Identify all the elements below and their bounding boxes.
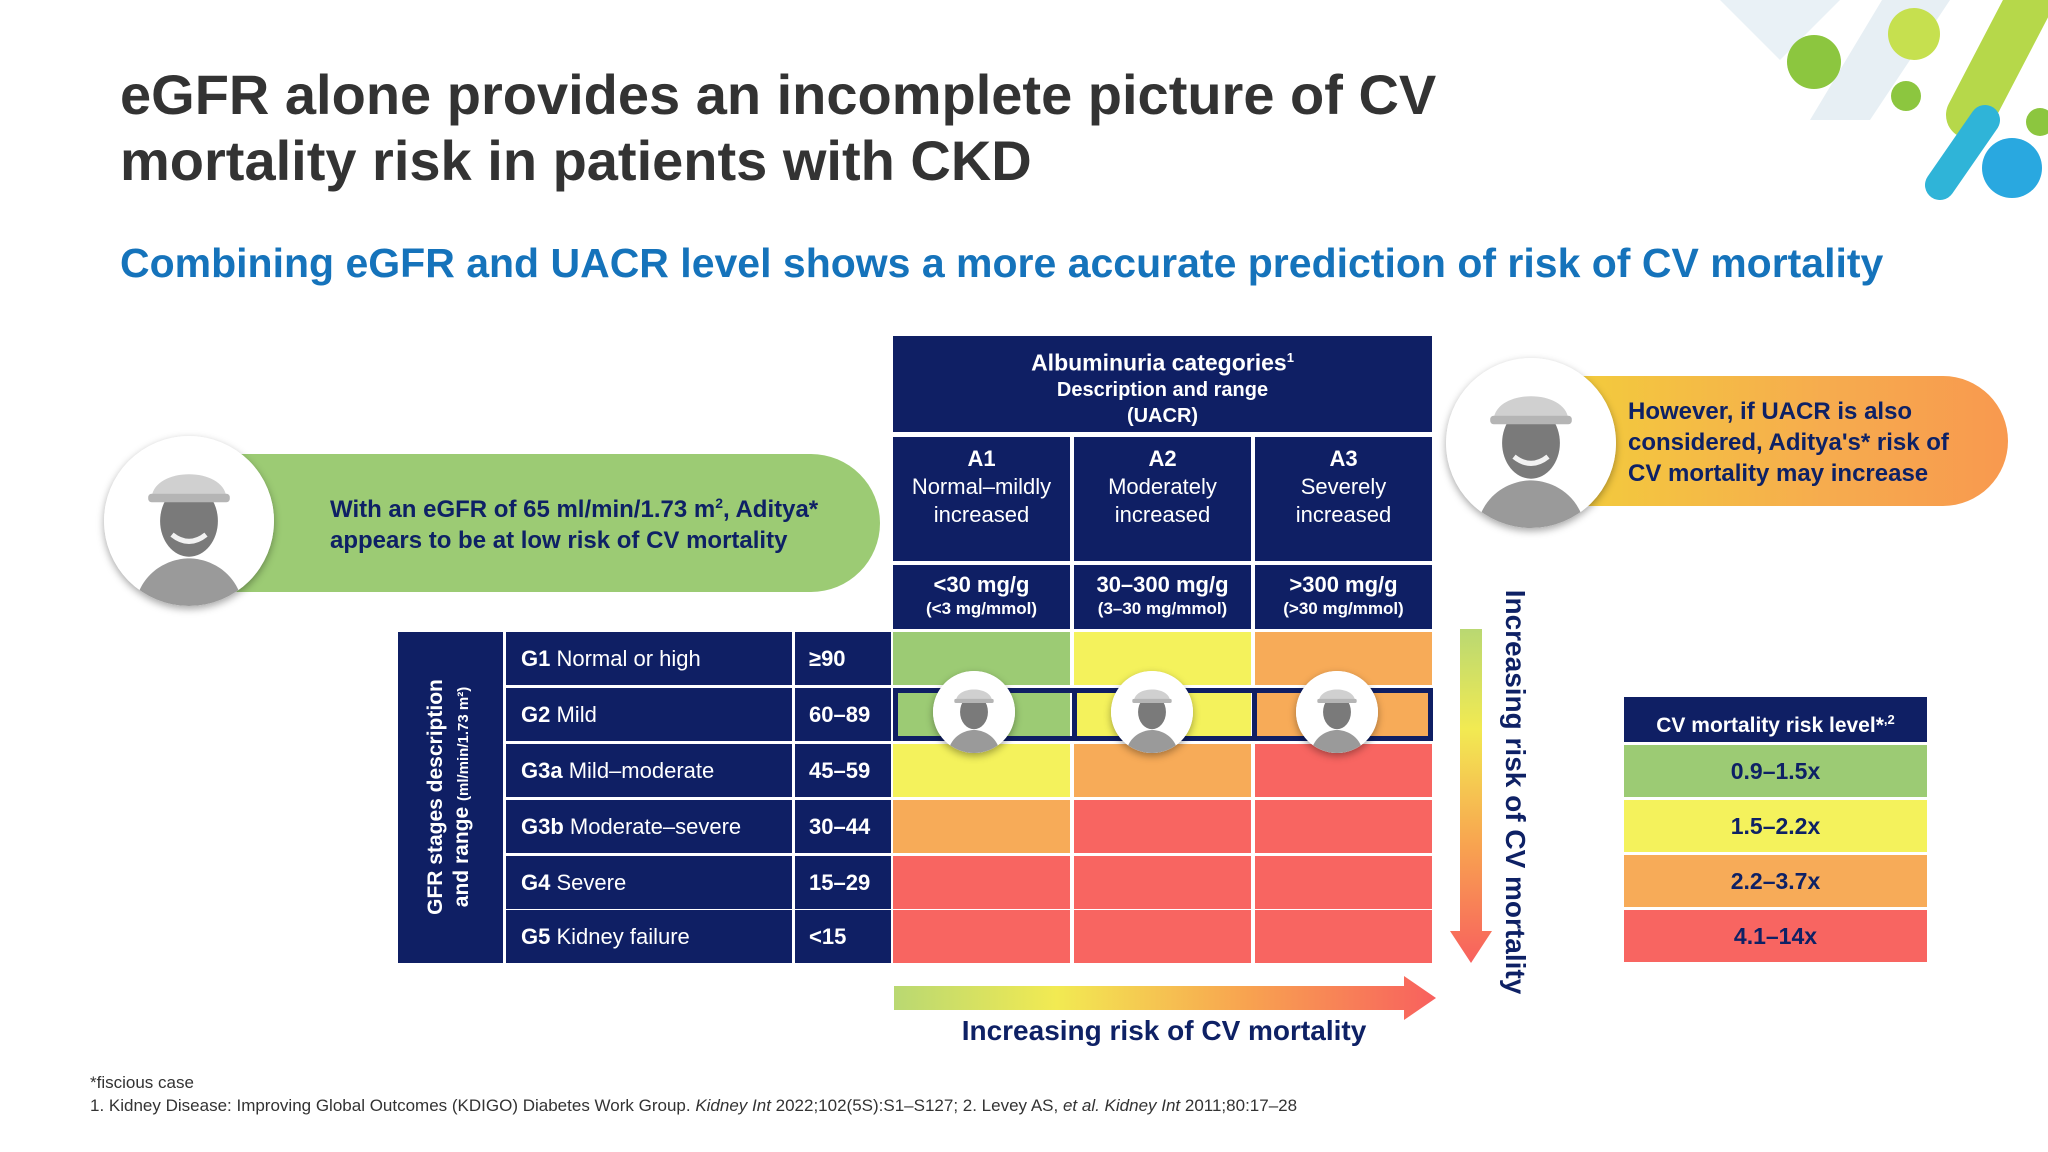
gfr-stage-g5: G5 Kidney failure [506,910,792,963]
legend-level-1: 0.9–1.5x [1624,745,1927,797]
footnote-fictitious: *fiscious case [90,1073,194,1092]
vertical-risk-arrow [1450,629,1492,963]
risk-cell-g5-a3 [1255,910,1432,963]
patient-marker-a1 [933,671,1015,753]
gfr-side-label: GFR stages description and range (ml/min… [424,679,473,915]
risk-cell-g3a-a1 [893,744,1070,797]
gfr-range-g3a: 45–59 [795,744,891,797]
risk-cell-g3a-a3 [1255,744,1432,797]
gfr-stage-g1: G1 Normal or high [506,632,792,685]
footnote-references: 1. Kidney Disease: Improving Global Outc… [90,1096,1298,1115]
risk-cell-g5-a1 [893,910,1070,963]
slide-title: eGFR alone provides an incomplete pictur… [120,63,1437,192]
risk-cell-g3b-a3 [1255,800,1432,853]
patient-bubble-right-text: However, if UACR is also considered, Adi… [1628,398,1949,487]
albuminuria-category-a1: A1 Normal–mildly increased [893,437,1070,561]
legend-level-3: 2.2–3.7x [1624,855,1927,907]
gfr-range-g3b: 30–44 [795,800,891,853]
albuminuria-category-a3: A3 Severely increased [1255,437,1432,561]
gfr-range-g1: ≥90 [795,632,891,685]
risk-cell-g3a-a2 [1074,744,1251,797]
risk-cell-g3b-a2 [1074,800,1251,853]
patient-bubble-left [236,454,880,592]
vertical-risk-label: Increasing risk of CV mortality [1500,589,1531,995]
risk-cell-g4-a1 [893,856,1070,909]
patient-bubble-right [1546,376,2008,506]
albuminuria-category-a2: A2 Moderately increased [1074,437,1251,561]
patient-avatar [1446,358,1616,528]
albuminuria-range-a2: 30–300 mg/g (3–30 mg/mmol) [1074,565,1251,629]
risk-cell-g3b-a1 [893,800,1070,853]
risk-cell-g5-a2 [1074,910,1251,963]
gfr-stage-g3b: G3b Moderate–severe [506,800,792,853]
risk-cell-g4-a3 [1255,856,1432,909]
patient-marker-a2 [1111,671,1193,753]
slide-subtitle: Combining eGFR and UACR level shows a mo… [120,240,1884,286]
albuminuria-range-a3: >300 mg/g (>30 mg/mmol) [1255,565,1432,629]
gfr-stage-g4: G4 Severe [506,856,792,909]
gfr-range-g4: 15–29 [795,856,891,909]
gfr-stage-g3a: G3a Mild–moderate [506,744,792,797]
gfr-range-g5: <15 [795,910,891,963]
decorative-circles [1720,0,2048,200]
gfr-range-g2: 60–89 [795,688,891,741]
horizontal-risk-label: Increasing risk of CV mortality [961,1015,1367,1046]
legend-title: CV mortality risk level*,2 [1624,697,1927,742]
horizontal-risk-arrow [894,976,1436,1020]
albuminuria-header: Albuminuria categories1 Description and … [893,336,1432,432]
risk-cell-g4-a2 [1074,856,1251,909]
gfr-stage-g2: G2 Mild [506,688,792,741]
legend-level-4: 4.1–14x [1624,910,1927,962]
patient-avatar [104,436,274,606]
patient-marker-a3 [1296,671,1378,753]
albuminuria-range-a1: <30 mg/g (<3 mg/mmol) [893,565,1070,629]
gfr-side-panel [398,632,503,963]
legend-level-2: 1.5–2.2x [1624,800,1927,852]
patient-bubble-left-text: With an eGFR of 65 ml/min/1.73 m2, Adity… [330,495,819,554]
